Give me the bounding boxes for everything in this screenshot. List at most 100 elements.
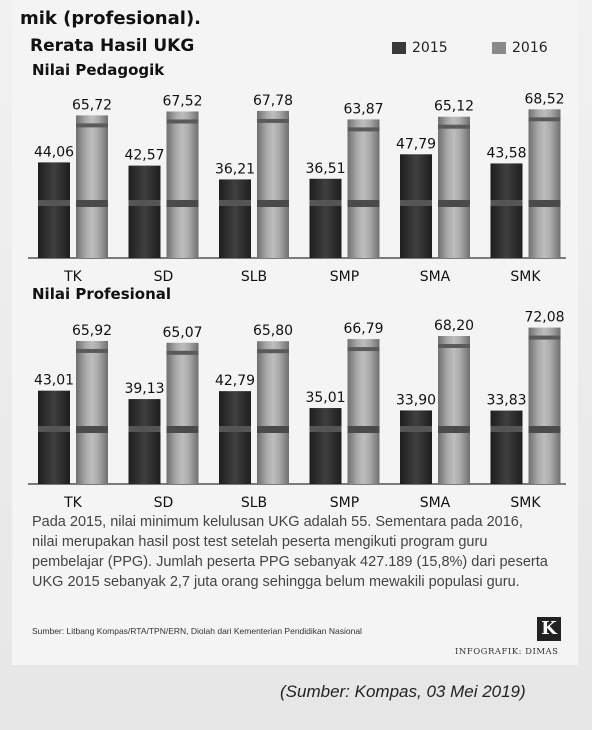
section-title-pedagogik: Nilai Pedagogik: [32, 61, 165, 79]
bar-2016-SMK: [528, 327, 561, 484]
tick-label-SMA: SMA: [420, 495, 451, 511]
bar-2016-stripe-mid-SMK: [528, 200, 561, 207]
bar-2015-SMP: [309, 408, 342, 484]
bar-2016-SMP: [347, 119, 380, 258]
bar-2016-stripe-top-SLB: [257, 349, 289, 354]
bar-2016-stripe-top-TK: [76, 348, 108, 353]
value-label-2015-SMP: 35,01: [305, 390, 345, 406]
main-title: Rerata Hasil UKG: [30, 36, 195, 56]
bar-2015-stripe-TK: [38, 200, 70, 206]
value-label-2015-SLB: 36,21: [215, 161, 255, 177]
legend-label-2015: 2015: [412, 40, 448, 56]
bar-2016-stripe-mid-TK: [76, 426, 108, 433]
bar-2016-stripe-mid-SMA: [438, 426, 470, 433]
paragraph: Pada 2015, nilai minimum kelulusan UKG a…: [32, 514, 548, 590]
source-text: Sumber: Litbang Kompas/RTA/TPN/ERN, Diol…: [32, 626, 362, 636]
bar-2015-SMP: [309, 178, 342, 258]
bar-2016-SD: [166, 111, 199, 258]
tick-label-SMP: SMP: [330, 269, 359, 285]
bar-2016-SMA: [438, 336, 470, 484]
value-label-2016-SD: 65,07: [162, 325, 202, 341]
value-label-2015-SMA: 47,79: [396, 136, 436, 152]
value-label-2016-SMA: 65,12: [434, 99, 474, 115]
bar-2016-stripe-top-SD: [166, 119, 199, 124]
value-label-2015-SD: 42,57: [124, 148, 164, 164]
tick-label-SLB: SLB: [241, 269, 267, 285]
top-text: mik (profesional).: [20, 8, 202, 29]
bar-2015-stripe-SLB: [219, 200, 251, 206]
bar-2016-TK: [76, 340, 108, 484]
bar-2016-TK: [76, 115, 108, 258]
value-label-2015-SMP: 36,51: [305, 161, 345, 177]
bar-2016-stripe-top-SMK: [528, 117, 561, 122]
value-label-2016-SMP: 63,87: [343, 101, 383, 117]
value-label-2015-SD: 39,13: [124, 381, 164, 397]
bar-2016-stripe-mid-SLB: [257, 426, 289, 433]
value-label-2015-TK: 43,01: [34, 373, 74, 389]
caption: (Sumber: Kompas, 03 Mei 2019): [280, 682, 526, 701]
bar-2015-TK: [38, 162, 70, 258]
value-label-2016-TK: 65,72: [72, 97, 112, 113]
bar-2015-stripe-SMA: [400, 426, 432, 432]
bar-2016-SMP: [347, 339, 380, 484]
bar-2016-stripe-top-SMK: [528, 335, 561, 340]
section-title-profesional: Nilai Profesional: [32, 285, 172, 303]
tick-label-SMP: SMP: [330, 495, 359, 511]
value-label-2016-SMK: 72,08: [524, 310, 564, 326]
infografik-credit: INFOGRAFIK: DIMAS: [455, 647, 559, 657]
bar-2015-stripe-SMK: [490, 200, 523, 206]
bar-2016-stripe-mid-TK: [76, 200, 108, 207]
bar-2016-stripe-top-TK: [76, 123, 108, 128]
bar-2015-SLB: [219, 179, 251, 258]
value-label-2016-SLB: 67,78: [253, 93, 293, 109]
bar-2015-stripe-SMA: [400, 200, 432, 206]
bar-2016-SLB: [257, 341, 289, 484]
bar-2016-stripe-mid-SLB: [257, 200, 289, 207]
bar-2015-stripe-SMP: [309, 426, 342, 432]
bar-2016-stripe-top-SMA: [438, 124, 470, 129]
value-label-2015-SLB: 42,79: [215, 373, 255, 389]
bar-2016-stripe-mid-SMA: [438, 200, 470, 207]
legend-label-2016: 2016: [512, 40, 548, 56]
legend-swatch-2016: [492, 42, 506, 54]
bar-2015-SD: [128, 165, 161, 258]
bar-2015-stripe-SD: [128, 200, 161, 206]
kompas-logo: K: [537, 617, 561, 641]
value-label-2015-SMK: 43,58: [486, 145, 526, 161]
bar-2015-stripe-SMP: [309, 200, 342, 206]
bar-2015-stripe-SLB: [219, 426, 251, 432]
bar-2016-stripe-mid-SMP: [347, 426, 380, 433]
value-label-2015-SMA: 33,90: [396, 392, 436, 408]
bar-2015-stripe-TK: [38, 426, 70, 432]
bar-2015-SMK: [490, 163, 523, 258]
value-label-2016-SD: 67,52: [162, 93, 202, 109]
bar-2015-SD: [128, 399, 161, 484]
bar-2016-stripe-mid-SMP: [347, 200, 380, 207]
legend: 2015 2016: [390, 40, 560, 58]
bar-2015-SMA: [400, 410, 432, 484]
tick-label-SMK: SMK: [510, 495, 541, 511]
bar-2015-TK: [38, 390, 70, 484]
tick-label-SMA: SMA: [420, 269, 451, 285]
bar-2016-SMK: [528, 109, 561, 258]
tick-label-TK: TK: [63, 269, 83, 285]
bar-2015-SLB: [219, 391, 251, 484]
bar-2016-stripe-top-SMP: [347, 127, 380, 132]
bar-2015-SMK: [490, 410, 523, 484]
bar-2015-stripe-SD: [128, 426, 161, 432]
bar-2016-stripe-mid-SD: [166, 426, 199, 433]
tick-label-SMK: SMK: [510, 269, 541, 285]
bar-2016-stripe-mid-SD: [166, 200, 199, 207]
infographic-panel: [12, 0, 578, 665]
bar-2016-SMA: [438, 116, 470, 258]
bar-2016-SLB: [257, 110, 289, 259]
bar-2016-SD: [166, 342, 199, 484]
value-label-2016-SMK: 68,52: [524, 91, 564, 107]
legend-swatch-2015: [392, 42, 406, 54]
value-label-2016-SMA: 68,20: [434, 318, 474, 334]
tick-label-SD: SD: [154, 495, 174, 511]
bar-2016-stripe-top-SMP: [347, 347, 380, 352]
bar-2016-stripe-top-SMA: [438, 344, 470, 349]
bar-2016-stripe-top-SD: [166, 350, 199, 355]
